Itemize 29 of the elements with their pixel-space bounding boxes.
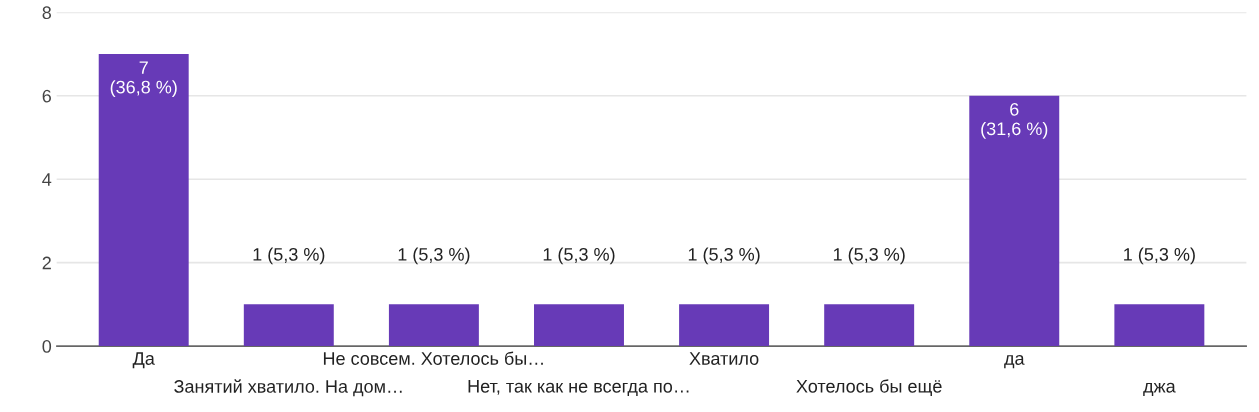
- y-tick-label: 2: [42, 256, 51, 270]
- x-tick-label: Хотелось бы ещё: [796, 379, 942, 397]
- x-tick-label: Да: [132, 352, 155, 369]
- data-label: 1 (5,3 %): [1124, 247, 1195, 265]
- bar: [1114, 304, 1205, 347]
- bar: [679, 304, 770, 347]
- bar: [969, 95, 1060, 347]
- y-tick-label: 8: [42, 6, 52, 20]
- y-tick-label: 0: [42, 340, 52, 353]
- y-tick-label: 6: [42, 89, 51, 103]
- x-tick-label: Не совсем. Хотелось бы…: [323, 351, 543, 365]
- bar: [243, 304, 334, 347]
- data-label: 1 (5,3 %): [253, 247, 325, 265]
- bar: [388, 304, 479, 347]
- x-tick-label: Нет, так как не всегда по…: [468, 380, 689, 397]
- bar: [534, 304, 624, 347]
- bar: [98, 54, 189, 347]
- data-label: 1 (5,3 %): [833, 247, 905, 265]
- data-label: 6 (31,6 %): [981, 102, 1048, 139]
- data-label: 1 (5,3 %): [543, 247, 615, 265]
- bar: [824, 304, 915, 347]
- data-label: 1 (5,3 %): [688, 247, 760, 265]
- x-tick-label: джа: [1143, 382, 1176, 397]
- data-label: 1 (5,3 %): [398, 247, 470, 265]
- data-label: 7 (36,8 %): [110, 61, 177, 98]
- x-tick-label: да: [1004, 355, 1025, 369]
- x-tick-label: Занятий хватило. На дом…: [174, 379, 402, 397]
- y-tick-label: 4: [42, 173, 52, 186]
- x-tick-label: Хватило: [689, 352, 759, 365]
